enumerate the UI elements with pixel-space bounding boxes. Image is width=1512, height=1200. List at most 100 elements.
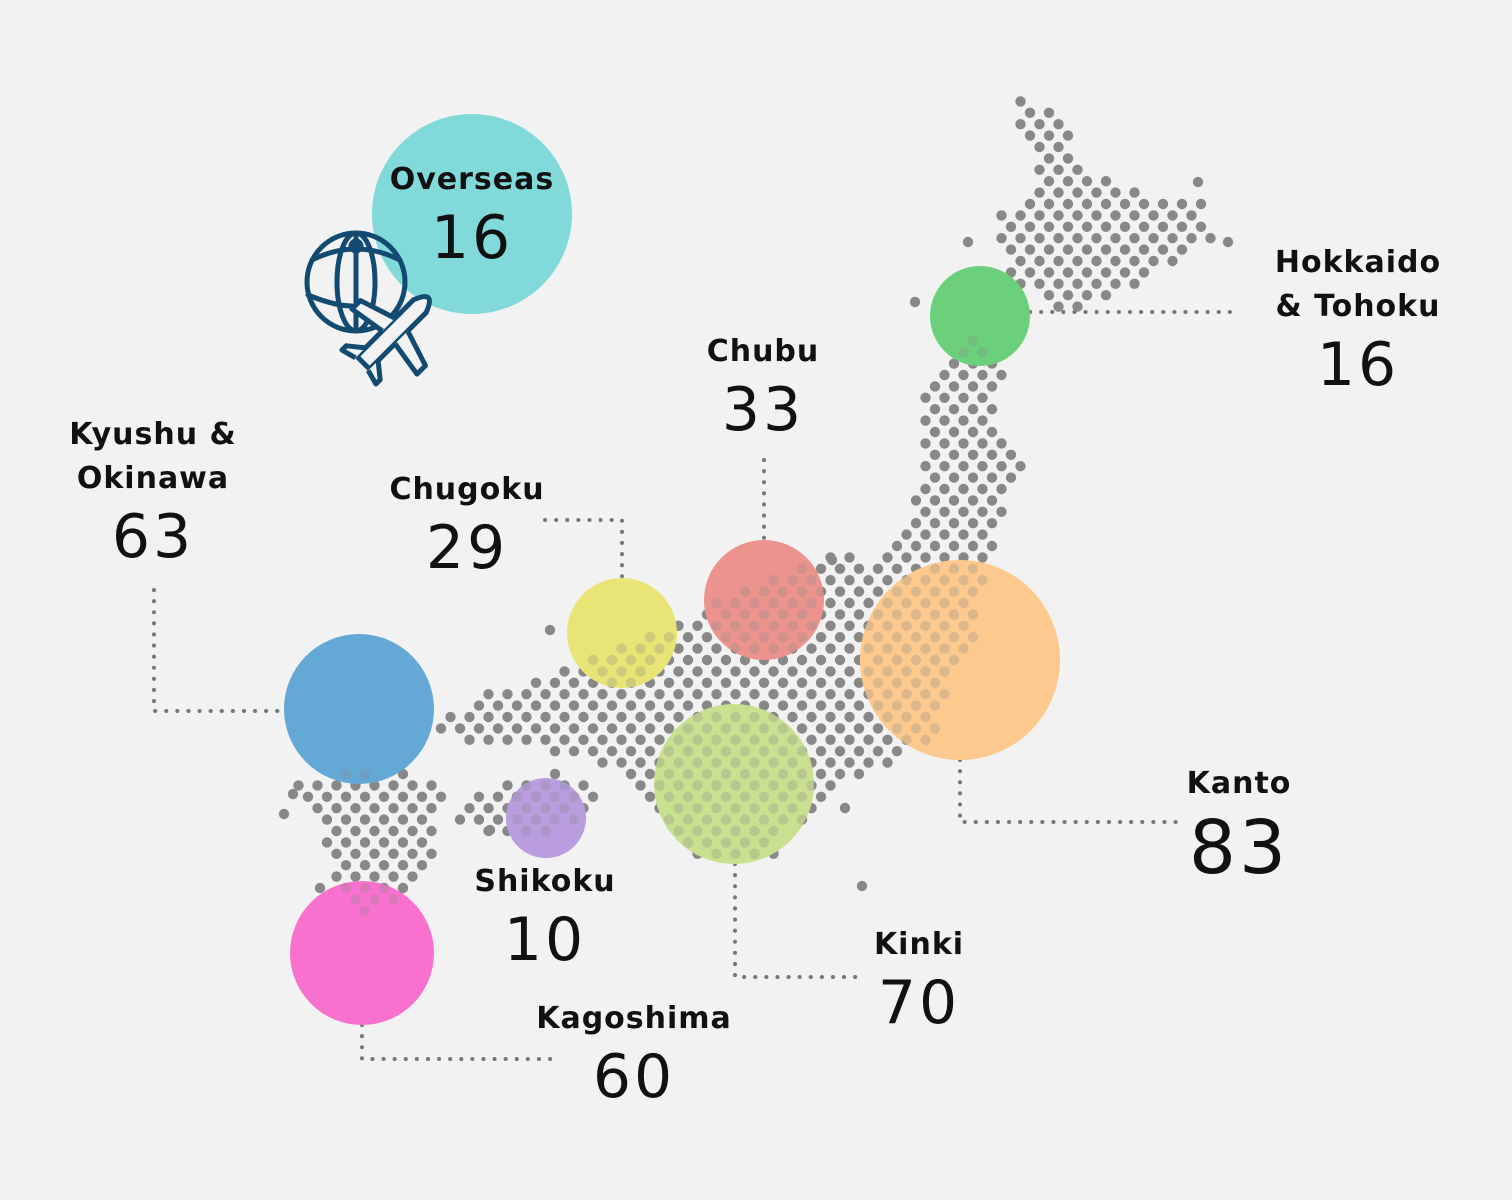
map-dot <box>853 586 865 597</box>
bubble-kanto <box>860 560 1060 760</box>
map-dot <box>511 700 523 711</box>
map-dot <box>654 689 665 700</box>
map-dot <box>920 415 931 426</box>
map-dot <box>711 689 722 700</box>
map-dot <box>929 381 941 392</box>
map-dot <box>340 860 352 871</box>
map-dot <box>739 632 751 643</box>
map-dot <box>359 837 371 848</box>
map-dot <box>568 723 580 734</box>
map-dot <box>549 791 561 802</box>
map-dot <box>692 757 703 768</box>
map-dot <box>587 791 599 802</box>
map-dot <box>287 788 299 800</box>
map-dot <box>1043 153 1055 164</box>
map-dot <box>1043 130 1055 141</box>
map-dot <box>787 689 798 700</box>
map-dot <box>625 746 637 757</box>
map-dot <box>967 404 979 415</box>
map-dot <box>787 803 798 814</box>
map-dot <box>749 825 760 837</box>
map-dot <box>796 563 808 574</box>
map-dot <box>958 620 969 631</box>
map-dot <box>578 780 589 791</box>
map-dot <box>331 780 342 791</box>
map-dot <box>1043 244 1055 255</box>
map-dot <box>777 632 789 643</box>
map-dot <box>701 632 713 643</box>
map-dot <box>844 666 855 677</box>
leader-line <box>543 518 624 580</box>
map-dot <box>1005 221 1017 232</box>
map-dot <box>872 563 884 574</box>
map-dot <box>1100 290 1112 301</box>
map-dot <box>293 780 304 791</box>
map-dot <box>920 666 931 677</box>
map-dot <box>521 689 532 700</box>
map-dot <box>492 700 504 711</box>
map-dot <box>625 723 637 734</box>
map-dot <box>654 757 665 768</box>
map-dot <box>777 723 789 734</box>
map-dot <box>1129 255 1140 267</box>
map-dot <box>1062 221 1074 232</box>
map-dot <box>616 666 627 677</box>
map-dot <box>815 768 827 780</box>
map-dot <box>692 780 703 791</box>
map-dot <box>578 734 589 745</box>
map-dot <box>777 814 789 825</box>
map-dot <box>996 483 1007 495</box>
map-dot <box>749 597 760 609</box>
map-dot <box>278 808 290 820</box>
map-dot <box>758 586 770 597</box>
map-dot <box>825 643 836 654</box>
map-dot <box>587 654 599 666</box>
map-dot <box>853 563 865 574</box>
map-dot <box>929 723 941 734</box>
map-dot <box>920 734 931 745</box>
map-dot <box>958 347 969 358</box>
map-dot <box>1072 210 1083 221</box>
map-dot <box>962 236 974 248</box>
map-dot <box>749 689 760 700</box>
map-dot <box>834 632 846 643</box>
map-dot <box>331 848 342 859</box>
map-dot <box>844 552 855 563</box>
map-dot <box>397 882 409 894</box>
map-dot <box>796 768 808 780</box>
map-dot <box>958 461 969 472</box>
map-dot <box>544 624 556 636</box>
map-dot <box>872 746 884 757</box>
map-dot <box>369 848 380 859</box>
map-dot <box>986 449 998 460</box>
map-dot <box>996 438 1007 449</box>
map-dot <box>350 848 361 859</box>
map-dot <box>1015 210 1026 221</box>
map-dot <box>939 552 950 563</box>
map-dot <box>977 575 988 586</box>
map-dot <box>701 837 713 848</box>
map-dot <box>578 711 589 723</box>
map-dot <box>787 666 798 677</box>
map-dot <box>682 768 694 780</box>
map-dot <box>654 780 665 791</box>
map-dot <box>312 780 323 791</box>
map-dot <box>825 734 836 745</box>
map-dot <box>1110 278 1121 289</box>
map-dot <box>853 700 865 711</box>
map-dot <box>839 802 851 814</box>
map-dot <box>834 563 846 574</box>
map-dot <box>359 814 371 825</box>
map-dot <box>340 791 352 802</box>
region-name: Hokkaido <box>1274 245 1442 280</box>
map-dot <box>948 654 960 666</box>
map-dot <box>948 518 960 529</box>
map-dot <box>654 711 665 723</box>
map-dot <box>644 700 656 711</box>
map-dot <box>711 825 722 837</box>
map-dot <box>568 814 580 825</box>
map-dot <box>1129 187 1140 198</box>
map-dot <box>1167 210 1178 221</box>
map-dot <box>796 814 808 825</box>
map-dot <box>910 609 922 620</box>
